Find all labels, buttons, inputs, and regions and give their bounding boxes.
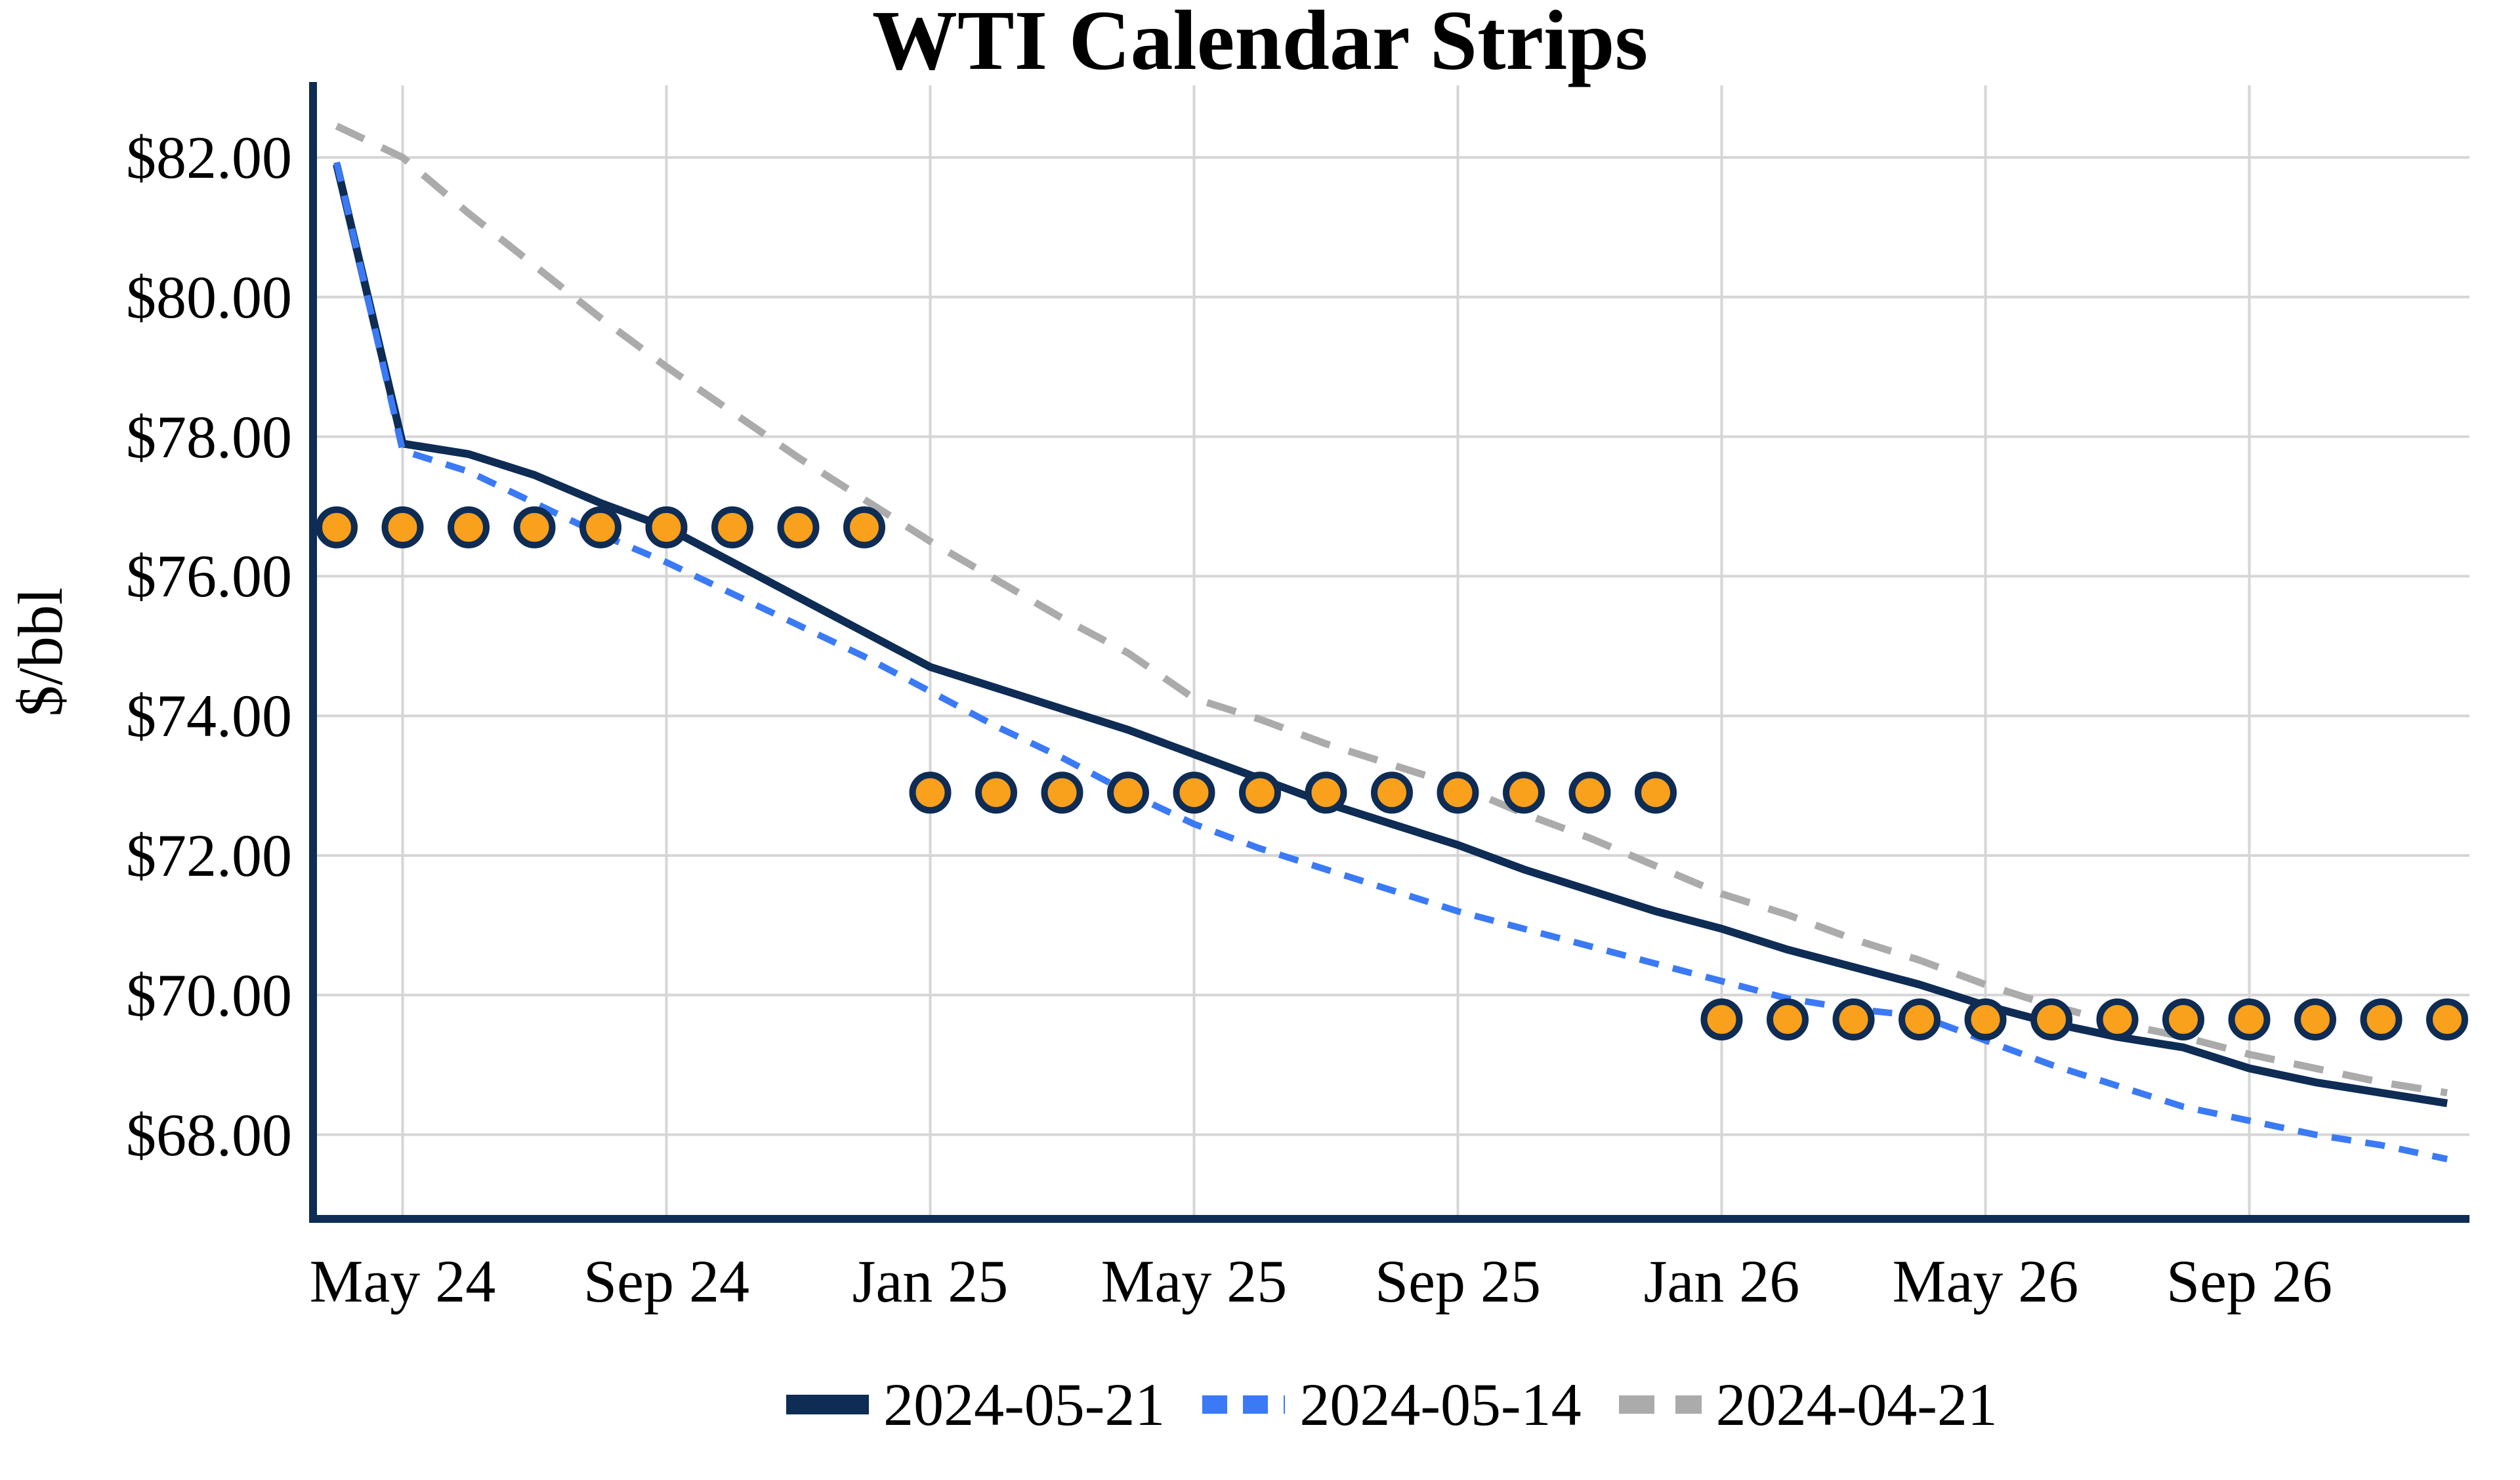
strip-dot-strip-2025 [1173, 771, 1215, 814]
x-tick-label: May 25 [1101, 1248, 1288, 1315]
y-tick-label: $72.00 [126, 822, 292, 889]
strip-dot-strip-2025 [1107, 771, 1149, 814]
strip-dot-strip-2026 [1832, 998, 1875, 1041]
y-tick-label: $74.00 [126, 682, 292, 750]
strip-dot-strip-2026 [1767, 998, 1809, 1041]
legend-item-2024-04-21: 2024-04-21 [1618, 1370, 1998, 1439]
strip-dot-strip-2026 [1700, 998, 1743, 1041]
x-tick-label: May 26 [1892, 1248, 2079, 1315]
strip-dot-strip-2026 [2360, 998, 2403, 1041]
strip-dot-strip-2025 [1503, 771, 1545, 814]
x-tick-label: May 24 [309, 1248, 496, 1315]
legend-label: 2024-05-14 [1299, 1371, 1582, 1438]
strip-dot-strip-2024 [645, 506, 688, 548]
strip-dot-strip-2025 [1239, 771, 1281, 814]
strip-dot-strip-2024 [843, 506, 885, 548]
series-line-2024-05-14 [333, 161, 2448, 1162]
y-tick-label: $76.00 [126, 543, 292, 610]
strip-dot-strip-2024 [711, 506, 753, 548]
strip-dot-strip-2025 [1568, 771, 1611, 814]
x-tick-label: Jan 25 [852, 1248, 1009, 1315]
y-tick-label: $80.00 [126, 263, 292, 331]
legend-dashed-line-sample [1201, 1393, 1286, 1416]
x-tick-label: Sep 24 [583, 1248, 749, 1315]
strip-dot-strip-2025 [1437, 771, 1479, 814]
strip-dot-strip-2025 [1635, 771, 1677, 814]
legend-label: 2024-05-21 [883, 1371, 1166, 1438]
strip-dot-strip-2026 [2294, 998, 2336, 1041]
strip-dot-strip-2026 [2162, 998, 2204, 1041]
chart-title: WTI Calendar Strips [872, 0, 1648, 88]
legend-dashed-line-sample [1618, 1393, 1703, 1416]
x-axis-line [309, 1215, 2469, 1223]
strip-dot-strip-2024 [777, 506, 820, 548]
legend-label: 2024-04-21 [1715, 1371, 1998, 1438]
strip-dot-strip-2024 [448, 506, 490, 548]
x-tick-label: Jan 26 [1643, 1248, 1800, 1315]
strip-dot-strip-2026 [2426, 998, 2468, 1041]
y-tick-label: $68.00 [126, 1101, 292, 1168]
strip-dot-strip-2025 [1371, 771, 1413, 814]
x-tick-label: Sep 26 [2166, 1248, 2332, 1315]
y-tick-label: $82.00 [126, 124, 292, 191]
chart-legend: 2024-05-21 2024-05-14 2024-04-21 [313, 1370, 2469, 1439]
y-axis-line [309, 82, 317, 1223]
y-tick-label: $78.00 [126, 403, 292, 470]
strip-dot-strip-2024 [513, 506, 556, 548]
strip-dot-strip-2025 [909, 771, 952, 814]
strip-dot-strip-2024 [316, 506, 358, 548]
legend-solid-line-sample [785, 1393, 870, 1416]
strip-dot-strip-2026 [2228, 998, 2271, 1041]
y-axis-title: $/bbl [5, 587, 75, 717]
strip-dot-strip-2025 [1041, 771, 1083, 814]
strip-dot-strip-2024 [381, 506, 424, 548]
strip-dot-strip-2026 [1899, 998, 1941, 1041]
legend-item-2024-05-21: 2024-05-21 [785, 1370, 1165, 1439]
series-line-2024-04-21 [335, 123, 2448, 1097]
legend-item-2024-05-14: 2024-05-14 [1201, 1370, 1582, 1439]
strip-dot-strip-2026 [2030, 998, 2072, 1041]
strip-dot-strip-2025 [1305, 771, 1347, 814]
y-tick-label: $70.00 [126, 961, 292, 1029]
x-tick-label: Sep 25 [1375, 1248, 1541, 1315]
strip-dot-strip-2026 [2096, 998, 2139, 1041]
series-line-2024-05-21 [333, 163, 2448, 1107]
strip-dot-strip-2026 [1964, 998, 2007, 1041]
strip-dot-strip-2024 [579, 506, 621, 548]
strip-dot-strip-2025 [975, 771, 1017, 814]
